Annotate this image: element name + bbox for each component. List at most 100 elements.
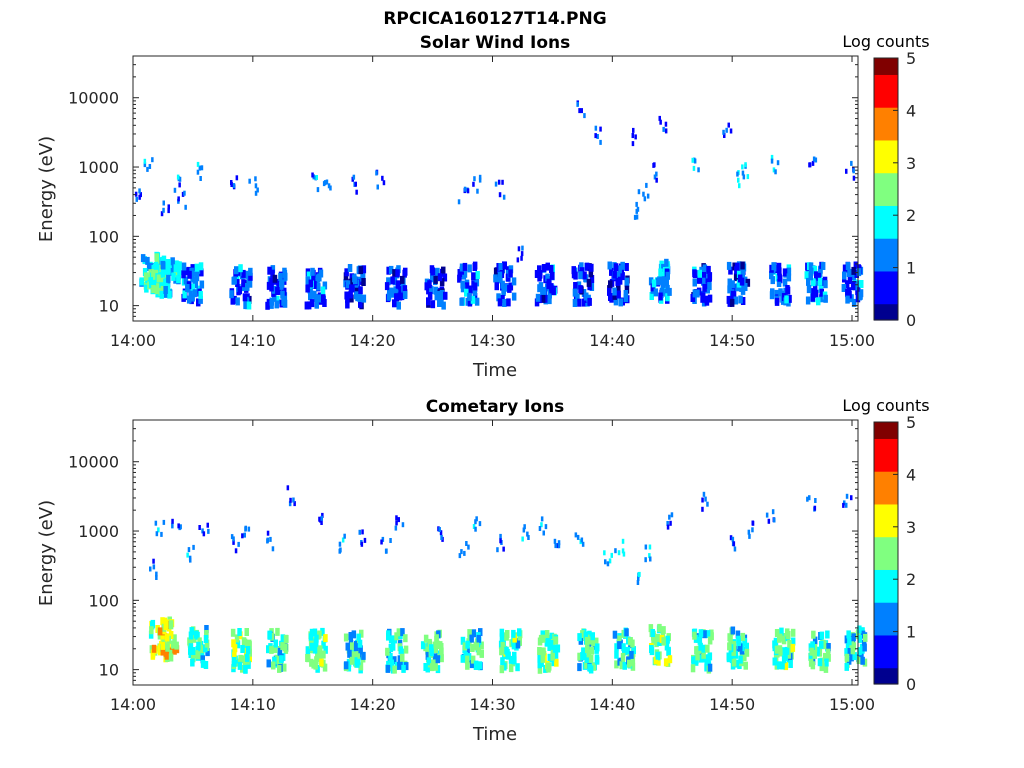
heatmap-cell xyxy=(587,297,592,306)
heatmap-cell xyxy=(319,658,324,667)
colorbar-segment xyxy=(874,540,898,546)
heatmap-cell xyxy=(270,265,276,274)
heatmap-cell xyxy=(170,257,175,266)
heatmap-cell xyxy=(666,524,670,530)
colorbar-segment xyxy=(874,634,898,640)
heatmap-cell xyxy=(669,520,672,526)
heatmap-cell xyxy=(810,293,816,302)
colorbar-tick-label: 2 xyxy=(906,206,916,225)
heatmap-cell xyxy=(520,251,524,257)
heatmap-cell xyxy=(193,630,199,639)
heatmap-cell xyxy=(395,280,401,289)
heatmap-cell xyxy=(322,663,328,672)
heatmap-cell xyxy=(282,643,288,652)
heatmap-cell xyxy=(358,266,363,275)
heatmap-cell xyxy=(815,277,821,286)
heatmap-cell xyxy=(660,630,666,639)
heatmap-cell xyxy=(200,645,205,654)
heatmap-cell xyxy=(594,125,598,131)
heatmap-cell xyxy=(475,271,480,279)
colorbar-segment xyxy=(874,152,898,157)
colorbar-segment xyxy=(874,94,898,100)
colorbar-segment xyxy=(874,78,898,84)
heatmap-cell xyxy=(157,627,163,636)
heatmap-cell xyxy=(540,522,543,528)
heatmap-cell xyxy=(660,280,666,288)
heatmap-cell xyxy=(420,641,426,650)
heatmap-cell xyxy=(165,283,171,292)
colorbar-segment xyxy=(874,577,898,583)
heatmap-cell xyxy=(317,651,323,660)
heatmap-cell xyxy=(578,271,583,280)
heatmap-cell xyxy=(508,265,514,274)
heatmap-cell xyxy=(704,295,709,304)
heatmap-cell xyxy=(816,272,821,281)
heatmap-cell xyxy=(151,157,154,163)
heatmap-cell xyxy=(620,652,626,661)
heatmap-cell xyxy=(847,269,853,278)
heatmap-cell xyxy=(624,263,629,271)
heatmap-cell xyxy=(183,190,186,196)
heatmap-cell xyxy=(742,653,747,662)
heatmap-cell xyxy=(329,185,332,191)
heatmap-cell xyxy=(541,286,547,295)
heatmap-cell xyxy=(742,276,748,285)
heatmap-cell xyxy=(658,268,663,277)
heatmap-cell xyxy=(542,530,545,536)
heatmap-cell xyxy=(850,160,853,166)
heatmap-cell xyxy=(851,266,856,275)
heatmap-cell xyxy=(637,572,641,577)
heatmap-cell xyxy=(479,649,484,658)
heatmap-cell xyxy=(631,646,636,655)
heatmap-cell xyxy=(656,657,661,666)
heatmap-cell xyxy=(435,267,440,276)
heatmap-cell xyxy=(360,273,365,282)
heatmap-cell xyxy=(254,183,258,189)
heatmap-cell xyxy=(588,654,594,663)
heatmap-cell xyxy=(554,658,559,667)
heatmap-cell xyxy=(320,515,323,521)
heatmap-cell xyxy=(425,646,430,655)
colorbar-segment xyxy=(874,503,898,509)
heatmap-cell xyxy=(237,541,240,547)
heatmap-cell xyxy=(555,644,561,653)
heatmap-cell xyxy=(284,635,289,643)
heatmap-cell xyxy=(254,176,257,182)
colorbar-segment xyxy=(874,246,898,251)
heatmap-cell xyxy=(475,516,478,522)
heatmap-cell xyxy=(857,625,862,634)
heatmap-cell xyxy=(427,280,432,289)
heatmap-cell xyxy=(317,294,322,303)
colorbar-segment xyxy=(874,499,898,505)
heatmap-cell xyxy=(591,638,596,647)
heatmap-cell xyxy=(731,658,737,667)
heatmap-cell xyxy=(179,524,182,530)
heatmap-cell xyxy=(317,630,322,639)
heatmap-cell xyxy=(702,283,707,292)
heatmap-cell xyxy=(460,654,466,663)
heatmap-cell xyxy=(499,628,505,637)
heatmap-cell xyxy=(847,276,853,284)
heatmap-cell xyxy=(243,665,248,673)
heatmap-cell xyxy=(235,279,240,287)
heatmap-cell xyxy=(463,186,467,192)
heatmap-cell xyxy=(859,280,864,288)
heatmap-cell xyxy=(786,273,792,282)
heatmap-cell xyxy=(607,287,612,296)
colorbar-segment xyxy=(874,614,898,620)
heatmap-cell xyxy=(690,294,695,302)
colorbar-segment xyxy=(874,647,898,652)
heatmap-cell xyxy=(351,630,357,639)
heatmap-cell xyxy=(266,659,271,668)
heatmap-cell xyxy=(239,655,245,664)
heatmap-cell xyxy=(186,295,192,304)
heatmap-cell xyxy=(474,519,477,525)
heatmap-cell xyxy=(464,655,470,664)
heatmap-cell xyxy=(230,534,234,540)
heatmap-cell xyxy=(467,629,472,638)
heatmap-cell xyxy=(842,264,848,273)
heatmap-cell xyxy=(460,549,463,555)
heatmap-cell xyxy=(553,650,559,659)
heatmap-cell xyxy=(583,631,589,640)
heatmap-cell xyxy=(148,280,154,288)
